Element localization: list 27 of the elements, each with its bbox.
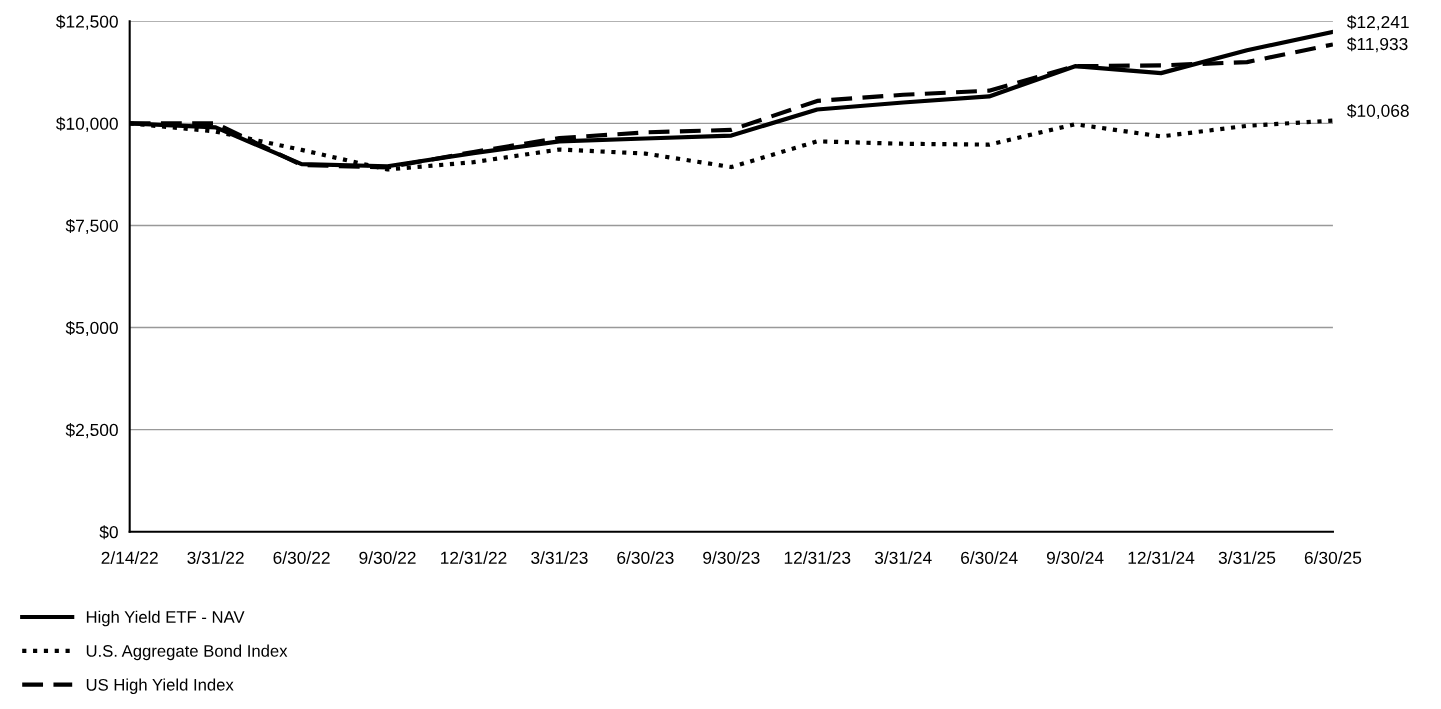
x-tick-label: 3/31/25 <box>1218 551 1276 564</box>
y-tick-label: $10,000 <box>56 116 118 132</box>
y-tick-label: $0 <box>99 525 118 540</box>
x-tick-label: 12/31/24 <box>1128 551 1195 564</box>
y-tick-label: $12,500 <box>56 14 118 30</box>
x-tick-label: 6/30/24 <box>961 551 1018 564</box>
x-tick-label: 6/30/22 <box>273 551 330 564</box>
annotation: $12,241 <box>1347 15 1409 31</box>
x-tick-label: 12/31/23 <box>784 551 851 564</box>
y-tick-label: $5,000 <box>65 321 118 337</box>
x-tick-label: 12/31/22 <box>441 551 507 564</box>
x-tick-label: 9/30/24 <box>1046 551 1104 564</box>
x-tick-label: 2/14/22 <box>101 551 158 564</box>
annotation: $11,933 <box>1347 37 1408 53</box>
annotation: $10,068 <box>1347 103 1409 119</box>
x-tick-label: 6/30/23 <box>617 551 674 564</box>
x-tick-label: 6/30/25 <box>1304 551 1362 564</box>
y-tick-label: $2,500 <box>65 423 118 439</box>
x-tick-label: 3/31/23 <box>531 551 588 564</box>
x-tick-label: 9/30/23 <box>703 551 760 564</box>
y-tick-label: $7,500 <box>65 218 118 234</box>
legend-label: High Yield ETF - NAV <box>86 610 245 627</box>
x-tick-label: 9/30/22 <box>359 551 416 564</box>
legend-label: U.S. Aggregate Bond Index <box>86 644 288 661</box>
x-tick-label: 3/31/22 <box>187 551 244 564</box>
legend-label: US High Yield Index <box>86 678 234 694</box>
x-tick-label: 3/31/24 <box>874 551 932 564</box>
